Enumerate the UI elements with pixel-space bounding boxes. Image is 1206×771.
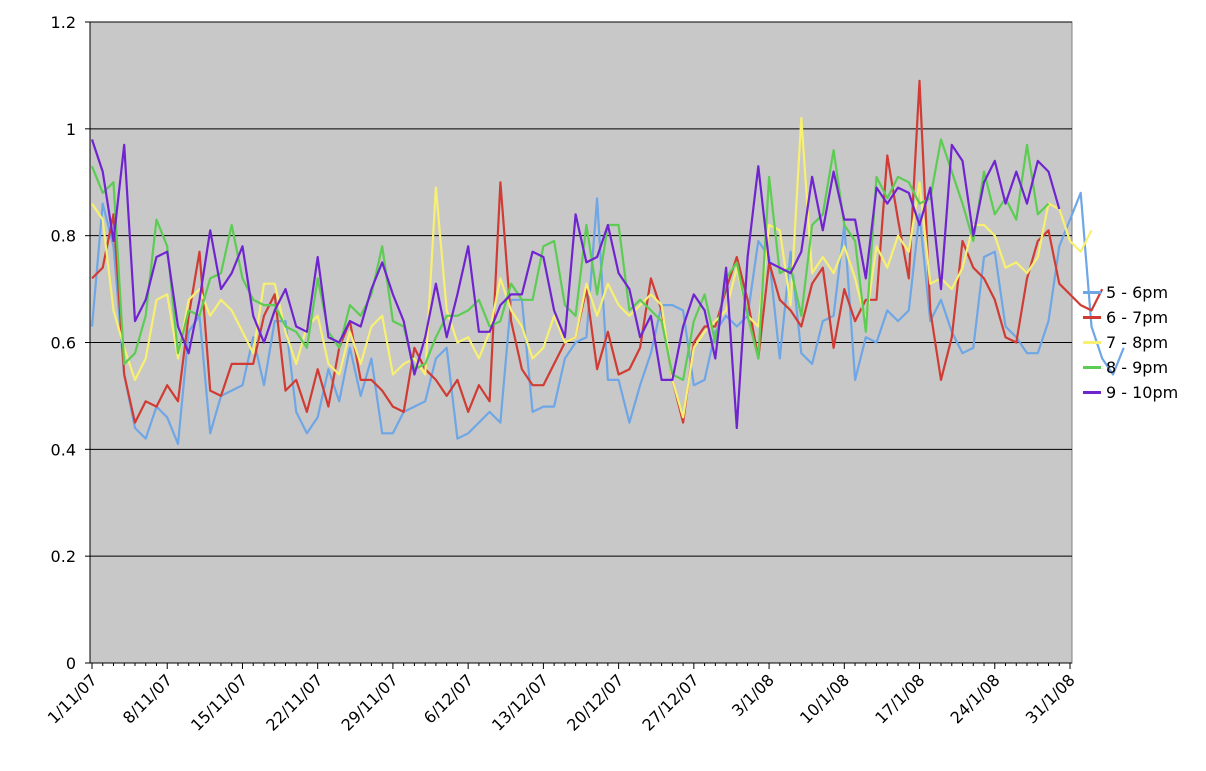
legend-swatch [1083,391,1101,394]
legend-item: 9 - 10pm [1083,381,1203,406]
legend-label: 8 - 9pm [1106,358,1169,377]
legend-item: 6 - 7pm [1083,306,1203,331]
x-tick-label: 15/11/07 [187,670,251,734]
x-tick-label: 24/1/08 [947,670,1004,727]
legend-item: 5 - 6pm [1083,281,1203,306]
legend-swatch [1083,291,1101,294]
x-tick-label: 22/11/07 [262,670,326,734]
legend: 5 - 6pm 6 - 7pm 7 - 8pm 8 - 9pm 9 - 10pm [1083,281,1203,406]
series-line-4 [90,138,1050,381]
legend-label: 6 - 7pm [1106,308,1169,327]
y-tick-label: 1 [66,120,76,139]
legend-label: 7 - 8pm [1106,333,1169,352]
legend-item: 8 - 9pm [1083,356,1203,381]
x-tick-label: 27/12/07 [638,670,702,734]
x-tick-label: 31/1/08 [1022,670,1079,727]
x-tick-label: 17/1/08 [871,670,928,727]
x-tick-label: 8/11/07 [119,670,176,727]
legend-swatch [1083,341,1101,344]
series-line-5 [90,139,1061,430]
legend-label: 5 - 6pm [1106,283,1169,302]
y-tick-label: 0.8 [51,227,76,246]
legend-swatch [1083,316,1101,319]
x-tick-label: 1/11/07 [44,670,101,727]
legend-item: 7 - 8pm [1083,331,1203,356]
x-tick-label: 29/11/07 [338,670,402,734]
y-tick-label: 0 [66,654,76,673]
x-tick-label: 10/1/08 [796,670,853,727]
x-tick-label: 20/12/07 [563,670,627,734]
y-tick-label: 0.6 [51,334,76,353]
y-tick-label: 0.2 [51,547,76,566]
y-tick-label: 0.4 [51,440,76,459]
x-tick-label: 13/12/07 [488,670,552,734]
series-line-3 [91,116,1093,419]
x-tick-label: 3/1/08 [728,670,778,720]
y-tick-label: 1.2 [51,13,76,32]
legend-label: 9 - 10pm [1106,383,1179,402]
x-tick-label: 6/12/07 [420,670,477,727]
legend-swatch [1083,366,1101,369]
